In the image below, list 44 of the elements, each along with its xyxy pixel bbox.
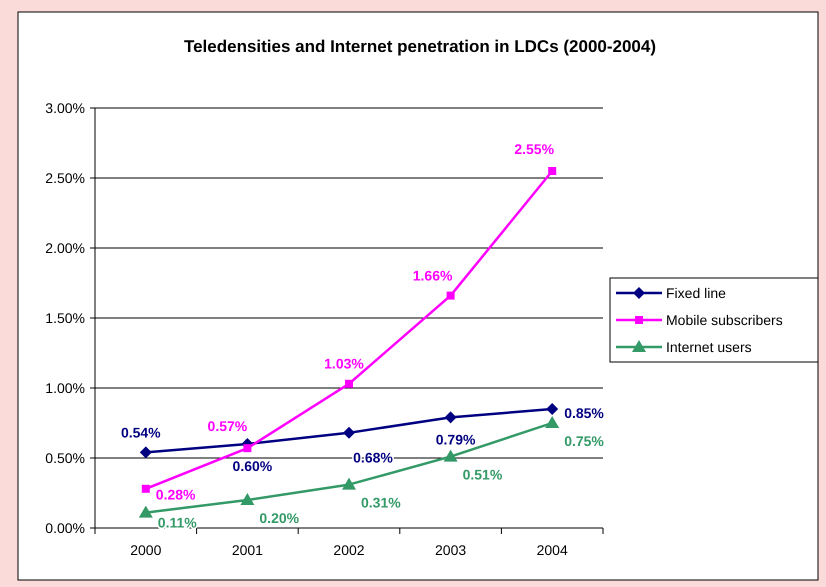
y-tick-label: 1.50% [45, 310, 85, 326]
point [342, 478, 356, 490]
point [444, 450, 458, 462]
y-tick-label: 0.00% [45, 520, 85, 536]
x-tick-label: 2000 [130, 542, 162, 558]
y-tick-label: 1.00% [45, 380, 85, 396]
data-label: 0.31% [361, 494, 402, 510]
data-label: 0.28% [156, 486, 196, 503]
data-label: 0.60% [232, 458, 273, 474]
y-tick-label: 0.50% [45, 450, 85, 466]
x-tick-label: 2001 [232, 542, 264, 558]
point [240, 493, 254, 505]
point [243, 444, 252, 452]
point [142, 484, 150, 493]
chart-title: Teledensities and Internet penetration in LDCs (2000-2004) [184, 37, 656, 56]
data-label: 0.51% [462, 466, 503, 482]
point [345, 380, 353, 388]
y-tick-label: 2.50% [45, 170, 85, 186]
data-label: 0.57% [208, 418, 248, 434]
point [138, 506, 153, 518]
x-tick-label: 2002 [333, 542, 365, 558]
legend-label: Mobile subscribers [666, 312, 783, 328]
point [140, 446, 152, 458]
x-tick-label: 2004 [536, 542, 568, 558]
point [545, 416, 560, 428]
point [446, 292, 455, 300]
point [548, 167, 556, 175]
data-label: 2.55% [514, 140, 555, 157]
legend-label: Fixed line [666, 284, 726, 301]
data-label: 0.54% [120, 424, 162, 440]
data-label: 1.03% [324, 356, 364, 372]
point [546, 403, 558, 415]
data-label: 0.20% [259, 510, 300, 526]
y-tick-label: 3.00% [45, 100, 85, 116]
data-label: 1.66% [412, 268, 453, 284]
data-label: 0.85% [564, 404, 604, 421]
point [343, 426, 355, 439]
data-label: 0.11% [158, 514, 198, 530]
data-label: 0.79% [436, 431, 476, 448]
legend-label: Internet users [666, 338, 752, 355]
data-label: 0.75% [564, 432, 604, 449]
point [444, 411, 457, 424]
y-tick-label: 2.00% [45, 240, 85, 256]
x-tick-label: 2003 [435, 542, 466, 558]
